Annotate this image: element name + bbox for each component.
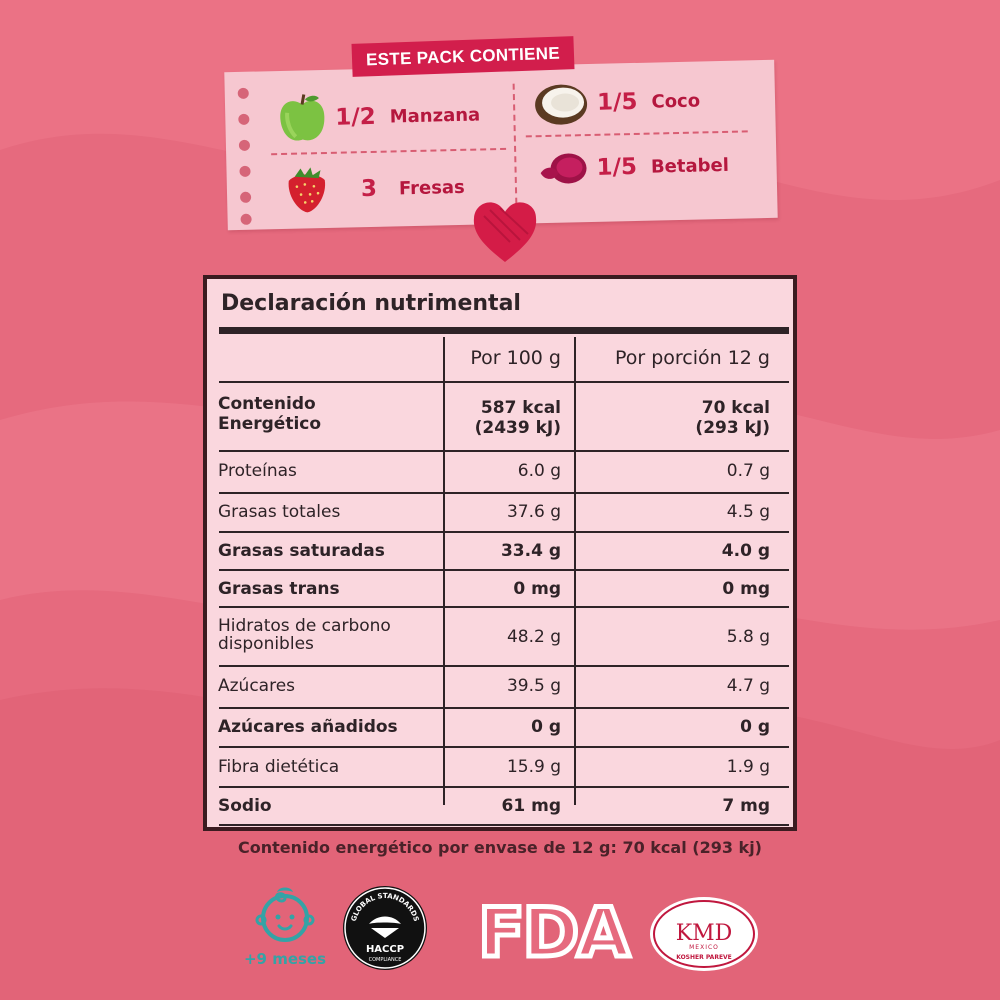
- pack-item-name: Manzana: [389, 103, 481, 128]
- baby-icon: [255, 887, 315, 942]
- row-value-perportion: 1.9 g: [726, 757, 770, 777]
- row-value-per100: 33.4 g: [500, 541, 561, 561]
- row-value-per100: 0 g: [531, 717, 561, 737]
- row-divider: [219, 531, 789, 533]
- row-value-per100: 37.6 g: [506, 502, 561, 522]
- row-divider: [219, 381, 789, 383]
- binder-hole: [240, 213, 252, 225]
- pack-item-name: Betabel: [650, 154, 730, 178]
- row-value-perportion: 4.7 g: [726, 676, 770, 696]
- haccp-bottom-text: COMPLIANCE: [369, 957, 402, 963]
- binder-hole: [239, 165, 251, 177]
- row-divider: [219, 824, 789, 826]
- kmd-sub-text: MEXICO: [689, 944, 719, 951]
- row-value-perportion: 0 g: [740, 717, 770, 737]
- row-label: Fibra dietética: [218, 757, 340, 777]
- heart-icon: [473, 202, 537, 262]
- row-divider: [219, 450, 789, 452]
- nutrition-table: Declaración nutrimental Por 100 g Por po…: [203, 275, 797, 831]
- row-value-perportion: 7 mg: [722, 796, 770, 816]
- row-label: Grasas trans: [218, 579, 340, 599]
- pack-item-beet: 1/5 Betabel: [536, 145, 729, 189]
- pack-item-name: Fresas: [398, 176, 466, 199]
- strawberry-icon: [288, 167, 326, 213]
- age-badge: +9 meses: [240, 884, 330, 968]
- apple-icon: [280, 94, 325, 141]
- row-divider: [219, 746, 789, 748]
- kmd-bottom-text: KOSHER PAREVE: [676, 954, 732, 961]
- row-value-perportion: 4.0 g: [721, 541, 770, 561]
- haccp-seal: GLOBAL STANDARDS HACCP COMPLIANCE: [343, 886, 427, 970]
- row-label: Grasas saturadas: [218, 541, 385, 561]
- row-value-perportion: 0 mg: [722, 579, 770, 599]
- row-divider: [219, 665, 789, 667]
- row-label: Sodio: [218, 796, 272, 816]
- pack-item-qty: 1/5: [596, 153, 638, 181]
- pack-divider: [525, 130, 748, 138]
- row-divider: [219, 569, 789, 571]
- row-label: Hidratos de carbono disponibles: [218, 616, 391, 654]
- row-value-perportion: 70 kcal (293 kJ): [695, 398, 770, 438]
- row-label: Azúcares: [218, 676, 296, 696]
- row-value-per100: 587 kcal (2439 kJ): [474, 398, 561, 438]
- binder-hole: [238, 139, 251, 151]
- pack-item-qty: 1/2: [335, 103, 377, 131]
- column-header-per100: Por 100 g: [470, 347, 561, 369]
- pack-item-coconut: 1/5 Coco: [533, 77, 701, 127]
- nutrition-title: Declaración nutrimental: [221, 291, 521, 316]
- column-header-perportion: Por porción 12 g: [614, 347, 770, 369]
- row-value-perportion: 0.7 g: [726, 461, 770, 481]
- table-top-rule: [219, 327, 789, 334]
- row-value-per100: 6.0 g: [517, 461, 561, 481]
- row-value-per100: 48.2 g: [506, 627, 561, 647]
- beet-icon: [540, 153, 587, 184]
- pack-item-name: Coco: [651, 89, 701, 113]
- fda-logo: FDA: [476, 898, 635, 964]
- binder-hole: [239, 191, 252, 203]
- pack-item-qty: 3: [360, 175, 378, 203]
- row-value-perportion: 5.8 g: [726, 627, 770, 647]
- pack-item-qty: 1/5: [596, 88, 638, 116]
- row-label: Contenido Energético: [218, 394, 322, 434]
- row-value-per100: 39.5 g: [506, 676, 561, 696]
- row-label: Proteínas: [218, 461, 297, 481]
- row-label: Azúcares añadidos: [218, 717, 398, 737]
- pack-item-apple: 1/2 Manzana: [277, 88, 481, 145]
- fda-text: FDA: [478, 898, 630, 964]
- kmd-kosher-seal: KMD MEXICO KOSHER PAREVE: [650, 897, 758, 971]
- coconut-icon: [535, 84, 588, 125]
- row-label: Grasas totales: [218, 502, 341, 522]
- pack-divider: [271, 147, 507, 156]
- row-divider: [219, 707, 789, 709]
- row-divider: [219, 492, 789, 494]
- row-divider: [219, 606, 789, 608]
- binder-hole: [238, 113, 250, 125]
- pack-contents-card: 1/2 Manzana 1/5 Coco 3 Fresas: [224, 59, 778, 231]
- row-value-per100: 15.9 g: [506, 757, 561, 777]
- column-divider: [574, 337, 576, 805]
- pack-item-strawberry: 3 Fresas: [282, 163, 465, 215]
- age-label: +9 meses: [243, 950, 327, 968]
- haccp-main-text: HACCP: [366, 944, 404, 955]
- row-value-perportion: 4.5 g: [726, 502, 770, 522]
- column-divider: [443, 337, 445, 805]
- pack-divider: [512, 83, 518, 204]
- row-value-per100: 0 mg: [513, 579, 561, 599]
- row-value-per100: 61 mg: [501, 796, 561, 816]
- kmd-main-text: KMD: [676, 921, 733, 946]
- energy-footer-note: Contenido energético por envase de 12 g:…: [238, 838, 762, 857]
- row-divider: [219, 786, 789, 788]
- binder-hole: [237, 87, 249, 99]
